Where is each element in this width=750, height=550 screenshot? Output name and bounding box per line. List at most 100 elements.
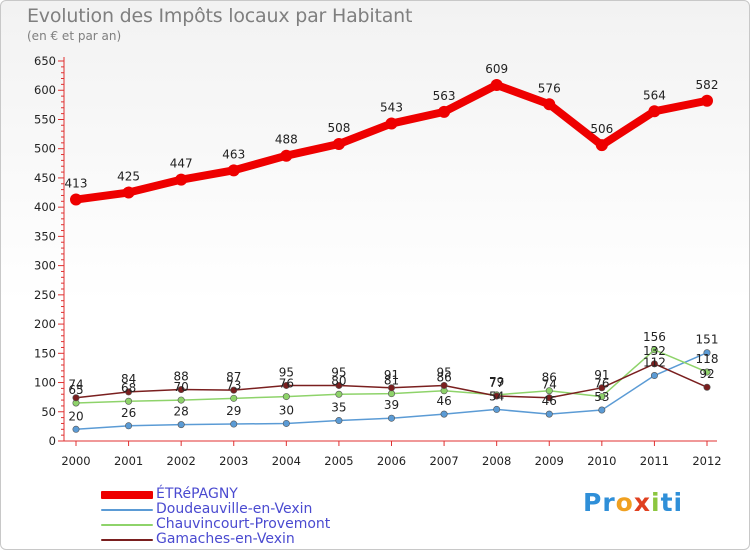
- data-label: 68: [121, 381, 136, 395]
- y-tick-label: 500: [34, 142, 56, 156]
- data-point: [72, 394, 80, 402]
- data-label: 582: [696, 78, 719, 92]
- data-point: [335, 417, 343, 425]
- x-tick-label: 2003: [219, 454, 248, 468]
- data-label: 112: [643, 356, 666, 370]
- data-point: [385, 117, 398, 130]
- legend-label: Gamaches-en-Vexin: [156, 531, 295, 547]
- data-label: 88: [174, 370, 189, 384]
- data-point: [387, 414, 395, 422]
- data-label: 95: [436, 365, 451, 379]
- data-label: 26: [121, 406, 136, 420]
- data-label: 543: [380, 101, 403, 115]
- x-tick-label: 2011: [640, 454, 669, 468]
- x-tick-label: 2002: [167, 454, 196, 468]
- data-point: [280, 149, 293, 162]
- data-label: 91: [594, 368, 609, 382]
- proxiti-logo: Proxiti: [583, 488, 684, 517]
- data-point: [598, 393, 606, 401]
- legend-swatch: [101, 524, 153, 526]
- data-label: 77: [489, 376, 504, 390]
- x-tick-label: 2009: [535, 454, 564, 468]
- data-point: [282, 381, 290, 389]
- data-point: [387, 390, 395, 398]
- data-label: 564: [643, 88, 666, 102]
- data-label: 46: [436, 394, 451, 408]
- data-label: 79: [489, 375, 504, 389]
- data-label: 73: [226, 378, 241, 392]
- data-label: 447: [170, 157, 193, 171]
- data-label: 20: [68, 409, 83, 423]
- data-label: 80: [331, 374, 346, 388]
- data-label: 74: [68, 378, 83, 392]
- chart-title: Evolution des Impôts locaux par Habitant: [27, 5, 413, 27]
- y-tick-label: 400: [34, 200, 56, 214]
- data-label: 609: [485, 62, 508, 76]
- x-tick-label: 2005: [324, 454, 353, 468]
- data-point: [125, 388, 133, 396]
- data-label: 65: [68, 383, 83, 397]
- data-label: 76: [279, 377, 294, 391]
- data-label: 35: [331, 401, 346, 415]
- data-label: 488: [275, 133, 298, 147]
- data-point: [543, 98, 556, 111]
- y-tick-label: 0: [49, 434, 56, 448]
- data-label: 156: [643, 330, 666, 344]
- data-label: 46: [542, 394, 557, 408]
- data-point: [598, 384, 606, 392]
- data-label: 87: [226, 370, 241, 384]
- data-point: [650, 372, 658, 380]
- chart-subtitle: (en € et par an): [27, 29, 122, 43]
- data-point: [177, 421, 185, 429]
- data-label: 28: [174, 405, 189, 419]
- x-tick-label: 2007: [429, 454, 458, 468]
- data-point: [227, 164, 240, 177]
- data-point: [332, 138, 345, 151]
- data-label: 84: [121, 372, 136, 386]
- data-point: [650, 346, 658, 354]
- data-label: 463: [222, 147, 245, 161]
- data-label: 39: [384, 398, 399, 412]
- data-point: [282, 419, 290, 427]
- data-point: [230, 420, 238, 428]
- data-label: 76: [594, 377, 609, 391]
- legend-label: Doudeauville-en-Vexin: [156, 501, 313, 517]
- data-point: [703, 349, 711, 357]
- data-label: 563: [433, 89, 456, 103]
- data-point: [335, 381, 343, 389]
- data-label: 576: [538, 81, 561, 95]
- data-point: [595, 139, 608, 152]
- data-point: [545, 410, 553, 418]
- data-point: [648, 105, 661, 118]
- data-label: 70: [174, 380, 189, 394]
- data-point: [545, 387, 553, 395]
- y-tick-label: 300: [34, 259, 56, 273]
- series-layer: [70, 78, 713, 433]
- data-label: 74: [542, 378, 557, 392]
- data-label: 30: [279, 403, 294, 417]
- data-point: [703, 383, 711, 391]
- data-label: 81: [384, 374, 399, 388]
- data-label: 54: [489, 389, 504, 403]
- data-label: 132: [643, 344, 666, 358]
- y-tick-label: 600: [34, 83, 56, 97]
- data-label: 95: [331, 365, 346, 379]
- data-label: 118: [696, 352, 719, 366]
- y-tick-label: 450: [34, 171, 56, 185]
- data-point: [335, 390, 343, 398]
- data-label: 91: [384, 368, 399, 382]
- data-point: [490, 78, 503, 91]
- x-tick-label: 2006: [377, 454, 406, 468]
- data-label: 506: [590, 122, 613, 136]
- data-point: [70, 193, 82, 206]
- data-point: [438, 105, 451, 118]
- data-point: [387, 384, 395, 392]
- y-tick-label: 550: [34, 112, 56, 126]
- legend-label: ÉTRéPAGNY: [156, 486, 238, 502]
- data-point: [493, 392, 501, 400]
- legend-swatch: [101, 509, 153, 511]
- data-label: 425: [117, 170, 140, 184]
- y-tick-label: 50: [41, 405, 56, 419]
